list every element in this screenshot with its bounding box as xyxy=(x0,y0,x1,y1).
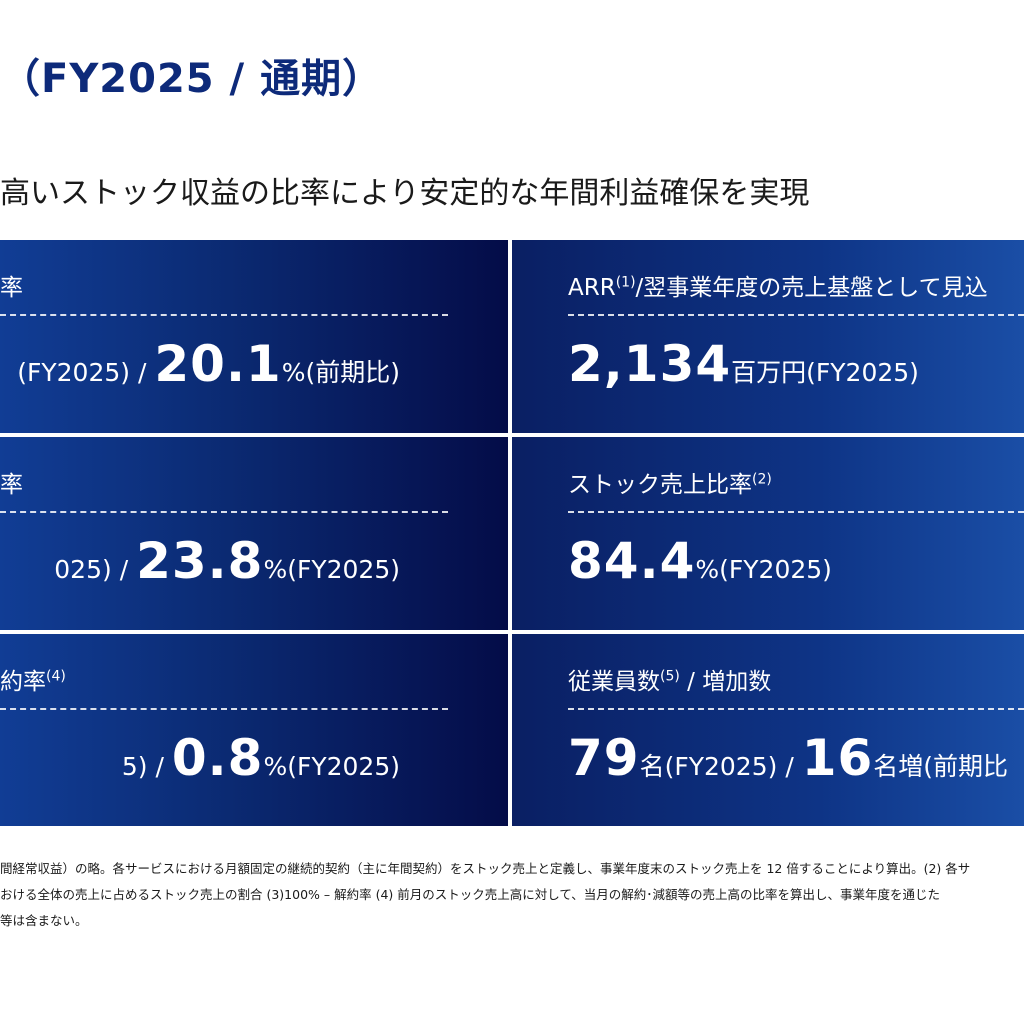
kpi-tile-margin: 率 025) / 23.8%(FY2025) xyxy=(0,437,508,630)
kpi-value: 84.4%(FY2025) xyxy=(568,531,832,600)
footnote-ref: (1) xyxy=(615,274,636,291)
footnote-line: おける全体の売上に占めるストック売上の割合 (3)100% – 解約率 (4) … xyxy=(0,887,941,902)
kpi-value-number: 84.4 xyxy=(568,532,696,590)
kpi-tile-arr: ARR(1)/翌事業年度の売上基盤として見込 2,134百万円(FY2025) xyxy=(512,240,1024,433)
page-subtitle: 高いストック収益の比率により安定的な年間利益確保を実現 xyxy=(0,176,810,211)
footnote-ref: (4) xyxy=(46,668,66,685)
kpi-value-prefix: 025) / xyxy=(54,555,129,584)
kpi-label: 率 xyxy=(0,275,23,301)
kpi-tile-profit-growth: 率 (FY2025) / 20.1%(前期比) xyxy=(0,240,508,433)
kpi-value-prefix: (FY2025) / xyxy=(17,358,147,387)
dashed-divider xyxy=(0,314,448,316)
kpi-value-unit: %(FY2025) xyxy=(263,752,400,781)
kpi-tile-churn: 約率(4) 5) / 0.8%(FY2025) xyxy=(0,634,508,826)
kpi-value-number: 0.8 xyxy=(171,729,264,787)
footnote-line: 間経常収益）の略。各サービスにおける月額固定の継続的契約（主に年間契約）をストッ… xyxy=(0,861,971,876)
kpi-grid: 率 (FY2025) / 20.1%(前期比) ARR(1)/翌事業年度の売上基… xyxy=(0,240,1024,826)
kpi-value-prefix: 5) / xyxy=(121,752,164,781)
kpi-value-unit: %(前期比) xyxy=(281,358,400,387)
kpi-value-number: 23.8 xyxy=(136,532,264,590)
kpi-value: 79名(FY2025) / 16名増(前期比 xyxy=(568,728,1008,797)
kpi-value: 5) / 0.8%(FY2025) xyxy=(122,728,400,797)
footnote-line: 等は含まない。 xyxy=(0,913,88,928)
kpi-value-unit: %(FY2025) xyxy=(263,555,400,584)
kpi-tile-stock-ratio: ストック売上比率(2) 84.4%(FY2025) xyxy=(512,437,1024,630)
kpi-value: 025) / 23.8%(FY2025) xyxy=(54,531,400,600)
kpi-value-unit-secondary: 名増(前期比 xyxy=(873,752,1009,781)
kpi-tile-employees: 従業員数(5) / 増加数 79名(FY2025) / 16名増(前期比 xyxy=(512,634,1024,826)
kpi-value: 2,134百万円(FY2025) xyxy=(568,334,919,403)
kpi-value-number-secondary: 16 xyxy=(801,729,874,787)
kpi-value-unit: 百万円(FY2025) xyxy=(731,358,919,387)
footnotes: 間経常収益）の略。各サービスにおける月額固定の継続的契約（主に年間契約）をストッ… xyxy=(0,856,1024,934)
dashed-divider xyxy=(568,511,1024,513)
footnote-ref: (5) xyxy=(660,668,680,685)
dashed-divider xyxy=(568,314,1024,316)
dashed-divider xyxy=(0,708,448,710)
kpi-label: 率 xyxy=(0,472,23,498)
page-title: （FY2025 / 通期） xyxy=(0,56,384,102)
footnote-ref: (2) xyxy=(752,471,772,488)
dashed-divider xyxy=(0,511,448,513)
kpi-label: ストック売上比率(2) xyxy=(568,471,772,498)
kpi-value-number: 79 xyxy=(568,729,640,787)
kpi-label: 約率(4) xyxy=(0,668,66,695)
kpi-value: (FY2025) / 20.1%(前期比) xyxy=(17,334,400,403)
kpi-label: 従業員数(5) / 増加数 xyxy=(568,668,772,695)
kpi-value-unit: %(FY2025) xyxy=(695,555,832,584)
kpi-value-number: 2,134 xyxy=(568,335,732,393)
kpi-label: ARR(1)/翌事業年度の売上基盤として見込 xyxy=(568,274,988,301)
dashed-divider xyxy=(568,708,1024,710)
kpi-value-unit: 名(FY2025) / xyxy=(639,752,794,781)
kpi-value-number: 20.1 xyxy=(154,335,282,393)
